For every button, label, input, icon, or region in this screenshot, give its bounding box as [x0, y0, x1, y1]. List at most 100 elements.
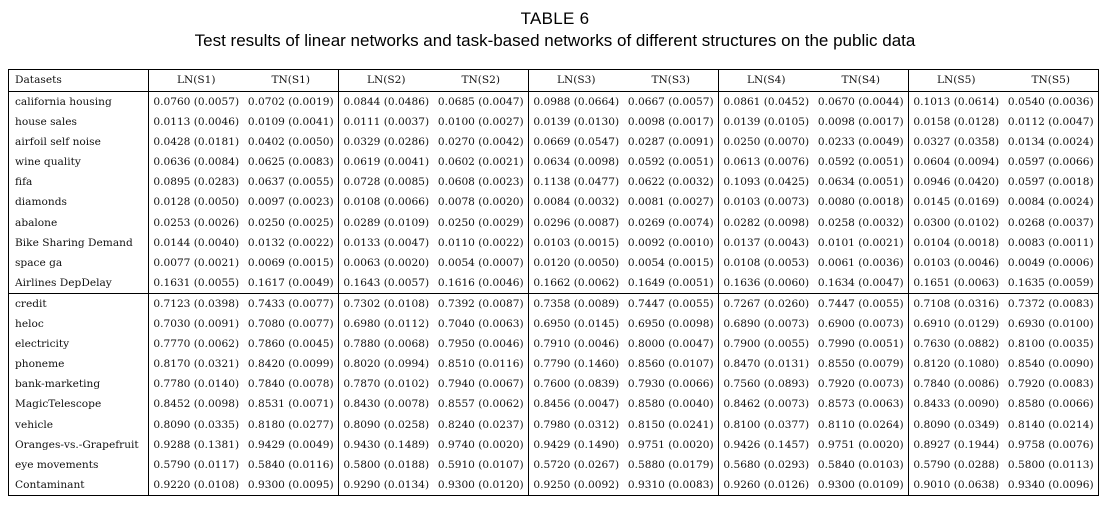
result-cell: 0.0137 (0.0043) — [723, 236, 810, 249]
result-cell: 0.7447 (0.0055) — [623, 293, 719, 315]
dataset-name-cell: MagicTelescope — [8, 394, 149, 415]
result-cell: 0.7770 (0.0062) — [153, 338, 240, 351]
result-cell: 0.0327 (0.0358) — [913, 136, 1000, 149]
result-cell: 0.0268 (0.0037) — [1003, 212, 1099, 233]
result-cell: 0.9340 (0.0096) — [1003, 474, 1099, 496]
result-cell: 0.1631 (0.0055) — [148, 272, 244, 294]
table-row: wine quality 0.0636 (0.0084) 0.0625 (0.008… — [8, 152, 1099, 173]
result-cell: 0.7910 (0.0046) — [533, 338, 620, 351]
result-cell: 0.5790 (0.0288) — [913, 458, 1000, 471]
result-cell: 0.0592 (0.0051) — [813, 152, 909, 173]
result-cell: 0.7630 (0.0882) — [913, 338, 1000, 351]
result-cell: 0.9250 (0.0092) — [528, 474, 624, 496]
result-cell: 0.0428 (0.0181) — [153, 136, 240, 149]
result-cell: 0.1635 (0.0059) — [1003, 272, 1099, 294]
result-cell: 0.0592 (0.0051) — [623, 152, 719, 173]
header-tn-s1: TN(S1) — [243, 69, 339, 92]
result-cell: 0.0597 (0.0066) — [1003, 152, 1099, 173]
result-cell: 0.8540 (0.0090) — [1003, 354, 1099, 375]
result-cell: 0.0054 (0.0015) — [623, 252, 719, 273]
result-cell: 0.8180 (0.0277) — [243, 414, 339, 435]
result-cell: 0.0080 (0.0018) — [813, 192, 909, 213]
result-cell: 0.9300 (0.0095) — [243, 474, 339, 496]
result-cell: 0.0300 (0.0102) — [913, 216, 1000, 229]
result-cell: 0.8240 (0.0237) — [433, 414, 529, 435]
result-cell: 0.0103 (0.0015) — [533, 236, 620, 249]
result-cell: 0.1617 (0.0049) — [243, 272, 339, 294]
table-row: credit 0.7123 (0.0398) 0.7433 (0.0077) 0.73… — [8, 293, 1099, 315]
result-cell: 0.0101 (0.0021) — [813, 232, 909, 253]
header-ln-s4: LN(S4) — [718, 69, 814, 92]
result-cell: 0.0100 (0.0027) — [433, 112, 529, 133]
result-cell: 0.0110 (0.0022) — [433, 232, 529, 253]
result-cell: 0.7600 (0.0839) — [533, 378, 620, 391]
result-cell: 0.1634 (0.0047) — [813, 272, 909, 294]
result-cell: 0.7123 (0.0398) — [153, 297, 240, 310]
result-cell: 0.0109 (0.0041) — [243, 112, 339, 133]
result-cell: 0.9300 (0.0120) — [433, 474, 529, 496]
header-ln-s2: LN(S2) — [338, 69, 434, 92]
result-cell: 0.0670 (0.0044) — [813, 91, 909, 113]
result-cell: 0.0132 (0.0022) — [243, 232, 339, 253]
classification-group: credit 0.7123 (0.0398) 0.7433 (0.0077) 0.73… — [8, 293, 1099, 496]
result-cell: 0.0282 (0.0098) — [723, 216, 810, 229]
result-cell: 0.5880 (0.0179) — [623, 454, 719, 475]
result-cell: 0.7950 (0.0046) — [433, 334, 529, 355]
dataset-name-cell: credit — [8, 293, 149, 315]
result-cell: 0.9260 (0.0126) — [718, 474, 814, 496]
result-cell: 0.8573 (0.0063) — [813, 394, 909, 415]
result-cell: 0.7840 (0.0078) — [243, 374, 339, 395]
result-cell: 0.7940 (0.0067) — [433, 374, 529, 395]
result-cell: 0.8170 (0.0321) — [153, 358, 240, 371]
table-row: phoneme 0.8170 (0.0321) 0.8420 (0.0099) 0.8… — [8, 354, 1099, 375]
result-cell: 0.1636 (0.0060) — [718, 272, 814, 294]
result-cell: 0.0258 (0.0032) — [813, 212, 909, 233]
table-row: Oranges-vs.-Grapefruit 0.9288 (0.1381) 0.9… — [8, 434, 1099, 455]
result-cell: 0.7392 (0.0087) — [433, 293, 529, 315]
dataset-name-cell: Oranges-vs.-Grapefruit — [8, 434, 149, 455]
result-cell: 0.7790 (0.1460) — [533, 358, 620, 371]
table-row: Airlines DepDelay 0.1631 (0.0055) 0.1617 (… — [8, 272, 1099, 294]
regression-group: california housing 0.0760 (0.0057) 0.0702 … — [8, 91, 1099, 294]
result-cell: 0.7860 (0.0045) — [243, 334, 339, 355]
result-cell: 0.0083 (0.0011) — [1003, 232, 1099, 253]
result-cell: 0.0078 (0.0020) — [433, 192, 529, 213]
result-cell: 0.0728 (0.0085) — [343, 176, 430, 189]
dataset-name-cell: space ga — [8, 252, 149, 273]
result-cell: 0.7900 (0.0055) — [723, 338, 810, 351]
dataset-name-cell: electricity — [8, 334, 149, 355]
result-cell: 0.7108 (0.0316) — [913, 297, 1000, 310]
result-cell: 0.9429 (0.0049) — [243, 434, 339, 455]
result-cell: 0.0113 (0.0046) — [153, 116, 240, 129]
result-cell: 0.0145 (0.0169) — [913, 196, 1000, 209]
result-cell: 0.7447 (0.0055) — [813, 293, 909, 315]
result-cell: 0.1651 (0.0063) — [908, 272, 1004, 294]
result-cell: 0.0289 (0.0109) — [343, 216, 430, 229]
result-cell: 0.6980 (0.0112) — [343, 318, 430, 331]
result-cell: 0.7920 (0.0073) — [813, 374, 909, 395]
result-cell: 0.0108 (0.0066) — [343, 196, 430, 209]
result-cell: 0.7433 (0.0077) — [243, 293, 339, 315]
result-cell: 0.8100 (0.0377) — [723, 418, 810, 431]
result-cell: 0.5800 (0.0113) — [1003, 454, 1099, 475]
dataset-name-cell: heloc — [8, 314, 149, 335]
result-cell: 0.9310 (0.0083) — [623, 474, 719, 496]
result-cell: 0.7930 (0.0066) — [623, 374, 719, 395]
result-cell: 0.0120 (0.0050) — [533, 256, 620, 269]
result-cell: 0.8120 (0.1080) — [913, 358, 1000, 371]
result-cell: 0.0287 (0.0091) — [623, 132, 719, 153]
dataset-name-cell: abalone — [8, 212, 149, 233]
table-row: vehicle 0.8090 (0.0335) 0.8180 (0.0277) 0.8… — [8, 414, 1099, 435]
result-cell: 0.9300 (0.0109) — [813, 474, 909, 496]
result-cell: 0.0103 (0.0046) — [913, 256, 1000, 269]
table-row: Contaminant 0.9220 (0.0108) 0.9300 (0.0095… — [8, 474, 1099, 496]
result-cell: 0.9758 (0.0076) — [1003, 434, 1099, 455]
result-cell: 0.0063 (0.0020) — [343, 256, 430, 269]
table-title: Test results of linear networks and task… — [194, 31, 916, 50]
dataset-name-cell: diamonds — [8, 192, 149, 213]
header-tn-s3: TN(S3) — [623, 69, 719, 92]
header-tn-s5: TN(S5) — [1003, 69, 1099, 92]
result-cell: 0.0250 (0.0029) — [433, 212, 529, 233]
result-cell: 0.8420 (0.0099) — [243, 354, 339, 375]
result-cell: 0.0108 (0.0053) — [723, 256, 810, 269]
